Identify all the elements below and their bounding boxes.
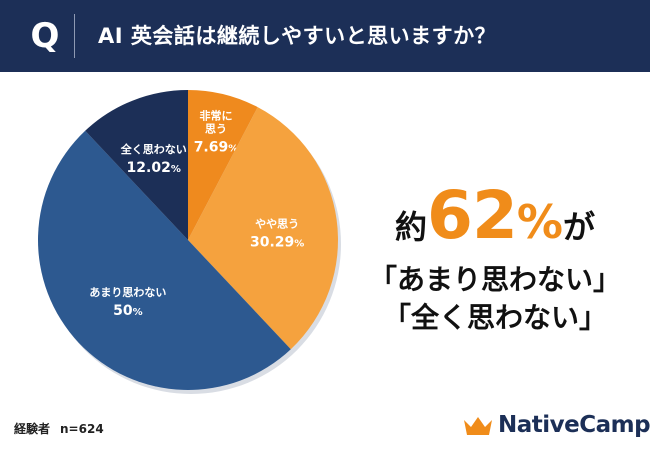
crown-icon [464,417,492,435]
logo-wordmark: NativeCamp. [498,412,650,438]
logo-text: NativeCamp [498,412,650,438]
headline-percent: % [516,195,563,249]
slice-value: 12.02% [127,160,181,176]
headline-line-1: 約62%が [350,178,640,271]
slice-name: 全く思わない [120,142,187,156]
pie-slice [188,107,339,350]
pie-slice [85,90,188,240]
slice-label: 全く思わない 12.02% [120,142,187,176]
slice-value: 30.29% [250,234,304,250]
question-header: Q AI 英会話は継続しやすいと思いますか？ [0,0,650,72]
slice-value: 50% [113,303,143,319]
slice-label: やや思う 30.29% [250,217,304,250]
headline: 約62%が 「あまり思わない」 「全く思わない」 [350,158,640,335]
slice-value: 7.69% [194,139,239,155]
slice-name: やや思う [255,217,299,230]
respondents-note: 経験者 n=624 [14,420,114,437]
headline-prefix: 約 [395,208,428,246]
slice-label: あまり思わない 50% [89,286,166,319]
slice-name: 思う [205,122,227,135]
pie-slice [37,130,291,391]
nativecamp-logo: NativeCamp. [462,408,650,444]
question-text: AI 英会話は継続しやすいと思いますか？ [98,24,497,48]
slice-name: あまり思わない [89,286,166,299]
header-divider [74,14,75,58]
respondents-label: 経験者 [14,422,51,436]
headline-line-2: 「あまり思わない」 [368,263,621,296]
slice-name: 非常に [199,108,232,122]
pie-slice [188,90,258,240]
q-mark: Q [30,16,60,56]
headline-number: 62 [427,177,518,254]
headline-line-3: 「全く思わない」 [382,301,607,334]
headline-suffix: が [562,208,595,246]
respondents-count: n=624 [60,422,104,436]
